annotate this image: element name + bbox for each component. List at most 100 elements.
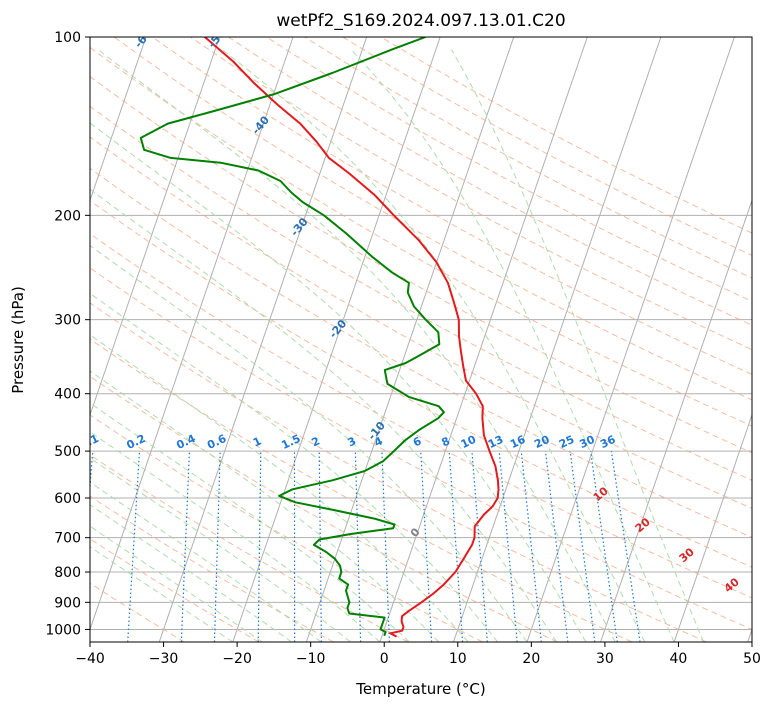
chart-title: wetPf2_S169.2024.097.13.01.C20 <box>276 11 565 31</box>
moist-adiabat-line <box>90 292 498 642</box>
moist-adiabat-line <box>90 370 440 642</box>
x-tick-label: 50 <box>743 651 761 667</box>
moist-adiabat-line <box>90 525 263 642</box>
series-layer <box>139 37 500 638</box>
x-axis-label: Temperature (°C) <box>355 680 485 698</box>
mixing-ratio-line <box>318 451 323 642</box>
y-tick-label: 700 <box>54 531 81 547</box>
moist-adiabat-line <box>90 402 410 642</box>
moist-adiabat-line <box>97 49 616 642</box>
dry-adiabat-line <box>113 37 752 401</box>
mixing-ratio-label: 30 <box>577 433 597 451</box>
dry-adiabat-line <box>90 495 334 642</box>
mixing-ratio-label: 6 <box>411 434 424 449</box>
x-tick-label: 10 <box>449 651 467 667</box>
y-tick-label: 500 <box>54 444 81 460</box>
isotherm-line <box>158 37 368 642</box>
dry-adiabat-line <box>228 37 752 326</box>
moist-adiabat-line <box>221 49 646 642</box>
dry-adiabat-line <box>90 454 409 642</box>
dry-adiabat-label: 30 <box>677 545 697 565</box>
isotherm-label: -20 <box>327 317 350 341</box>
temperature-profile <box>204 37 500 638</box>
y-tick-label: 800 <box>54 565 81 581</box>
dry-adiabat-line <box>90 200 752 568</box>
mixing-ratio-line <box>257 451 262 642</box>
moist-adiabat-line <box>90 122 587 642</box>
label-layer: 0.10.20.40.611.52346810131620253036-100-… <box>0 27 742 595</box>
dry-adiabat-line <box>90 46 752 427</box>
mixing-ratio-line <box>544 451 569 642</box>
dry-adiabat-line <box>90 167 752 539</box>
dewpoint-profile <box>139 37 445 637</box>
mixing-ratio-line <box>448 451 464 642</box>
mixing-ratio-label: 13 <box>486 433 505 451</box>
dry-adiabat-line <box>342 37 752 256</box>
isotherm-label: -40 <box>249 113 272 137</box>
mixing-ratio-line <box>610 451 641 642</box>
y-tick-label: 600 <box>54 491 81 507</box>
dry-adiabat-line <box>90 75 752 454</box>
x-tick-label: −10 <box>296 651 326 667</box>
isotherm-line <box>526 37 735 642</box>
isotherm-line <box>90 37 147 202</box>
y-tick-label: 200 <box>54 208 81 224</box>
mixing-ratio-line <box>471 451 488 642</box>
moist-adiabat-line <box>451 49 705 642</box>
dry-adiabat-line <box>90 105 752 481</box>
dry-adiabat-label: 40 <box>722 575 742 595</box>
x-tick-label: 40 <box>670 651 688 667</box>
dry-adiabat-line <box>90 302 707 642</box>
mixing-ratio-label: 36 <box>598 433 618 451</box>
mixing-ratio-label: 16 <box>508 433 528 451</box>
dry-adiabat-line <box>266 37 752 302</box>
isotherm-label: -10 <box>365 419 388 443</box>
isotherm-label: -30 <box>288 215 311 239</box>
dry-adiabat-line <box>90 538 260 642</box>
y-tick-label: 300 <box>54 313 81 329</box>
moist-adiabat-line <box>350 49 675 642</box>
moist-adiabat-line <box>90 244 528 642</box>
isotherm-label: -50 <box>205 27 228 51</box>
y-tick-label: 900 <box>54 595 81 611</box>
isotherm-line <box>232 37 441 642</box>
dry-adiabat-line <box>90 414 483 642</box>
x-tick-label: −40 <box>75 651 105 667</box>
isotherm-line <box>90 37 221 417</box>
isotherm-line <box>90 37 294 631</box>
dry-adiabat-line <box>90 582 185 642</box>
grid-layer <box>90 37 752 642</box>
axis-layer: −40 −30 −20 −10 0 10 20 30 40 5010020030040050060… <box>45 30 761 667</box>
mixing-ratio-label: 2 <box>310 434 322 449</box>
dry-adiabat-label: 20 <box>633 515 653 535</box>
isotherm-line <box>600 198 752 642</box>
dry-adiabat-line <box>90 375 558 642</box>
dry-adiabat-line <box>151 37 752 375</box>
mixing-ratio-label: 25 <box>557 433 576 451</box>
mixing-ratio-line <box>569 451 596 642</box>
mixing-ratio-label: 0.2 <box>124 432 147 452</box>
mixing-ratio-label: 10 <box>459 433 479 451</box>
x-tick-label: 30 <box>596 651 614 667</box>
y-tick-label: 400 <box>54 387 81 403</box>
mixing-ratio-line <box>498 451 518 642</box>
moist-adiabat-line <box>90 334 469 642</box>
y-tick-label: 1000 <box>45 622 81 638</box>
y-tick-label: 100 <box>54 30 81 46</box>
x-tick-label: 20 <box>522 651 540 667</box>
moist-adiabat-line <box>90 481 322 642</box>
dry-adiabat-line <box>90 267 752 630</box>
mixing-ratio-label: 0.1 <box>78 432 101 452</box>
mixing-ratio-line <box>590 451 618 642</box>
moist-adiabat-line <box>90 504 292 642</box>
mixing-ratio-label: 1 <box>251 434 263 449</box>
moist-adiabat-line <box>90 457 351 642</box>
isotherm-label: -60 <box>132 27 155 51</box>
isotherm-line <box>673 413 752 642</box>
dry-adiabat-line <box>90 233 752 599</box>
isotherm-label: -80 <box>0 27 8 51</box>
moist-adiabat-line <box>90 546 234 642</box>
moist-adiabat-line <box>90 188 557 642</box>
mixing-ratio-label: 3 <box>346 434 358 449</box>
